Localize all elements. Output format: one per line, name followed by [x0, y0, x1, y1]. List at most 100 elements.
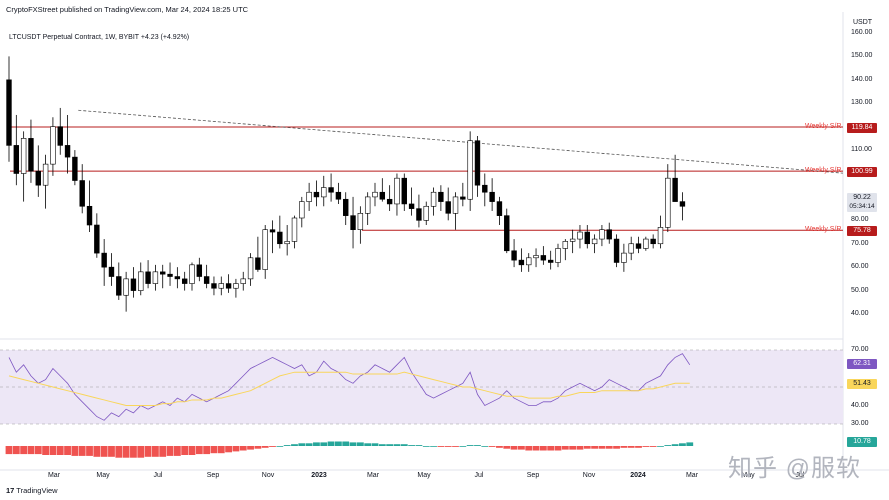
macd-bar [27, 446, 35, 455]
candle-up [233, 283, 239, 289]
macd-bar [195, 446, 203, 455]
macd-bar [56, 446, 64, 455]
candle-down [584, 231, 590, 245]
candle-up [123, 278, 129, 296]
macd-bar [437, 446, 445, 447]
macd-bar [356, 442, 364, 446]
candle-down [196, 264, 203, 277]
candle-down [86, 205, 93, 226]
candle-up [599, 229, 605, 240]
level-label-2: Weekly S/R [805, 167, 842, 174]
candle-down [438, 191, 444, 202]
candle-down [57, 126, 63, 146]
candle-up [657, 227, 664, 245]
candle-up [394, 177, 400, 205]
macd-bar [130, 446, 137, 458]
macd-bar [283, 445, 291, 446]
macd-bar [20, 446, 28, 455]
candle-down [679, 201, 686, 207]
candle-up [591, 238, 598, 245]
price-tick: 70.00 [851, 239, 869, 247]
macd-bar [503, 446, 511, 449]
candle-up [577, 231, 583, 240]
macd-bar [371, 443, 379, 446]
candle-up [562, 241, 569, 249]
time-tick: Mar [47, 472, 61, 479]
candle-down [211, 283, 217, 289]
candle-down [635, 243, 642, 249]
macd-bar [642, 446, 650, 447]
macd-bar [298, 443, 306, 446]
macd-bar [444, 446, 452, 447]
macd-bar [364, 443, 372, 446]
macd-bar [291, 444, 298, 446]
macd-bar [393, 444, 401, 446]
macd-bar [159, 446, 167, 457]
macd-bar [86, 446, 93, 456]
macd-bar [12, 446, 20, 455]
candle-down [130, 278, 137, 291]
macd-bar [400, 444, 408, 446]
candle-down [606, 229, 612, 240]
current-price-badge: 90.22 [847, 193, 877, 203]
candle-down [255, 257, 261, 270]
time-tick: Mar [366, 472, 380, 479]
candle-down [35, 170, 41, 186]
candle-down [167, 273, 173, 277]
candle-up [284, 241, 290, 245]
macd-bar [452, 446, 459, 447]
candle-up [20, 138, 27, 174]
price-tick: 50.00 [851, 286, 869, 294]
publisher-line: CryptoFXStreet published on TradingView.… [6, 5, 249, 14]
candle-down [408, 203, 415, 209]
time-tick: May [96, 472, 110, 479]
candle-down [613, 238, 620, 263]
tv-logo-text: TradingView [16, 486, 58, 495]
candle-up [628, 243, 634, 254]
tv-logo-icon: 17 [6, 486, 15, 495]
macd-bar [5, 446, 13, 455]
macd-bar [591, 446, 598, 449]
macd-bar [627, 446, 635, 448]
macd-bar [313, 442, 320, 446]
macd-bar [261, 446, 269, 448]
macd-bar [210, 446, 218, 454]
macd-bar [518, 446, 525, 450]
macd-bar [188, 446, 196, 455]
candle-down [386, 198, 393, 205]
macd-bar [613, 446, 620, 449]
candle-down [203, 276, 210, 284]
candle-up [138, 271, 144, 291]
macd-bar [496, 446, 503, 448]
level-badge-2: 100.99 [847, 167, 877, 177]
macd-bar [569, 446, 577, 450]
trendline [78, 109, 844, 174]
macd-bar [71, 446, 79, 456]
macd-bar [144, 446, 152, 457]
price-tick: 60.00 [851, 263, 869, 271]
candle-up [247, 257, 254, 280]
time-tick: Nov [582, 472, 596, 479]
macd-bar [547, 446, 555, 451]
macd-bar [42, 446, 49, 455]
price-tick: 130.00 [851, 99, 873, 107]
candle-down [72, 156, 78, 181]
macd-bar [305, 443, 313, 446]
candle-down [64, 145, 71, 158]
macd-bar [232, 446, 240, 452]
macd-bar [598, 446, 606, 449]
macd-bar [122, 446, 130, 458]
candle-up [555, 248, 561, 263]
tradingview-logo[interactable]: 17 TradingView [6, 486, 58, 495]
macd-bar [173, 446, 181, 456]
macd-bar [664, 445, 672, 446]
time-tick: Sep [206, 472, 220, 479]
macd-bar [78, 446, 86, 456]
price-tick: 160.00 [851, 29, 873, 36]
macd-bar [225, 446, 232, 453]
chart-title: LTCUSDT Perpetual Contract, 1W, BYBIT +4… [9, 34, 190, 41]
macd-bar [474, 445, 481, 446]
candle-up [152, 271, 159, 284]
macd-bar [239, 446, 247, 451]
